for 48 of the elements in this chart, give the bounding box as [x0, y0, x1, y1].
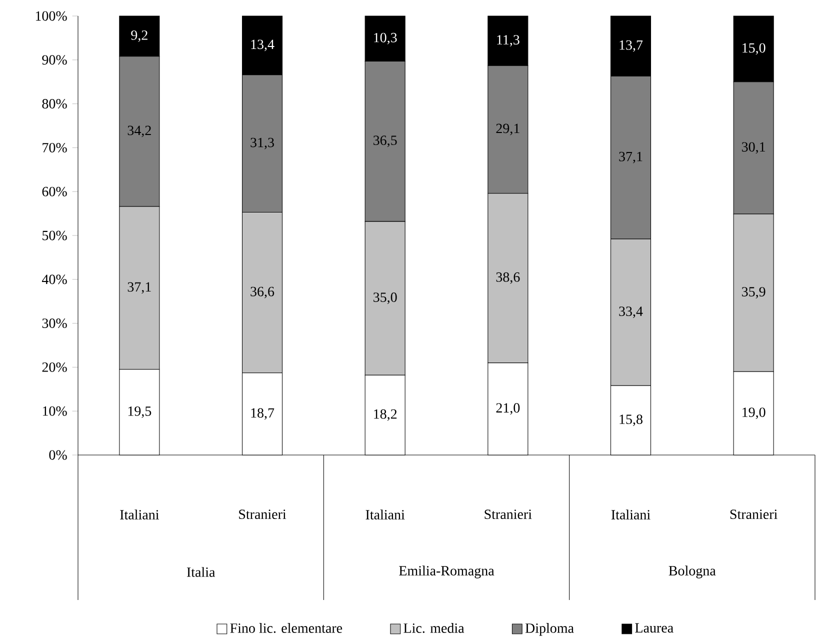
- data-label: 30,1: [742, 142, 765, 154]
- y-tick-label: 90%: [42, 55, 67, 65]
- x-tick-label: Stranieri: [484, 510, 532, 520]
- data-label: 19,0: [742, 408, 766, 420]
- text: Italia: [186, 567, 216, 577]
- y-tick-label: 0%: [49, 450, 67, 460]
- text: Bologna: [668, 566, 716, 578]
- legend-label: Diploma: [525, 623, 574, 636]
- data-label: 35,9: [742, 287, 766, 298]
- data-label: 15,0: [742, 43, 766, 55]
- data-label: 10,3: [374, 32, 397, 44]
- legend-label: Lic. media: [404, 623, 464, 633]
- x-tick-label: Italiani: [366, 510, 405, 520]
- legend-label: Laurea: [635, 623, 674, 633]
- data-label: 18,2: [374, 409, 397, 421]
- data-label: 33,4: [619, 306, 643, 318]
- x-tick-label: Stranieri: [730, 510, 778, 520]
- text: Emilia-Romagna: [399, 566, 494, 578]
- y-tick-label: 40%: [42, 274, 67, 284]
- x-tick-label: Italiani: [120, 510, 159, 520]
- y-tick-label: 50%: [42, 230, 67, 240]
- x-tick-label: Stranieri: [239, 510, 286, 520]
- y-tick-label: 20%: [42, 362, 67, 372]
- data-label: 35,0: [374, 292, 397, 304]
- data-label: 19,5: [128, 406, 152, 418]
- y-tick-label: 100%: [36, 11, 67, 21]
- data-label: 31,3: [250, 138, 274, 150]
- data-label: 36,5: [374, 136, 397, 148]
- data-label: 15,8: [620, 414, 642, 426]
- data-label: 13,7: [620, 40, 643, 52]
- y-tick-label: 30%: [42, 318, 67, 328]
- legend-label: Fino lic. elementare: [230, 623, 342, 633]
- y-tick-label: 70%: [42, 142, 67, 152]
- y-tick-label: 60%: [42, 186, 67, 196]
- data-label: 36,6: [250, 286, 274, 298]
- data-label: 38,6: [496, 272, 520, 284]
- y-tick-label: 10%: [42, 406, 67, 416]
- data-label: 13,4: [251, 40, 274, 52]
- data-label: 34,2: [128, 126, 151, 138]
- x-tick-label: Italiani: [611, 510, 650, 520]
- data-label: 29,1: [496, 124, 520, 136]
- data-label: 18,7: [251, 408, 274, 420]
- data-label: 37,1: [619, 152, 642, 164]
- y-tick-label: 80%: [42, 99, 67, 109]
- data-label: 37,1: [128, 282, 151, 294]
- data-label: 21,0: [496, 403, 520, 415]
- data-label: 11,3: [497, 35, 520, 47]
- data-label: 9,2: [131, 30, 148, 42]
